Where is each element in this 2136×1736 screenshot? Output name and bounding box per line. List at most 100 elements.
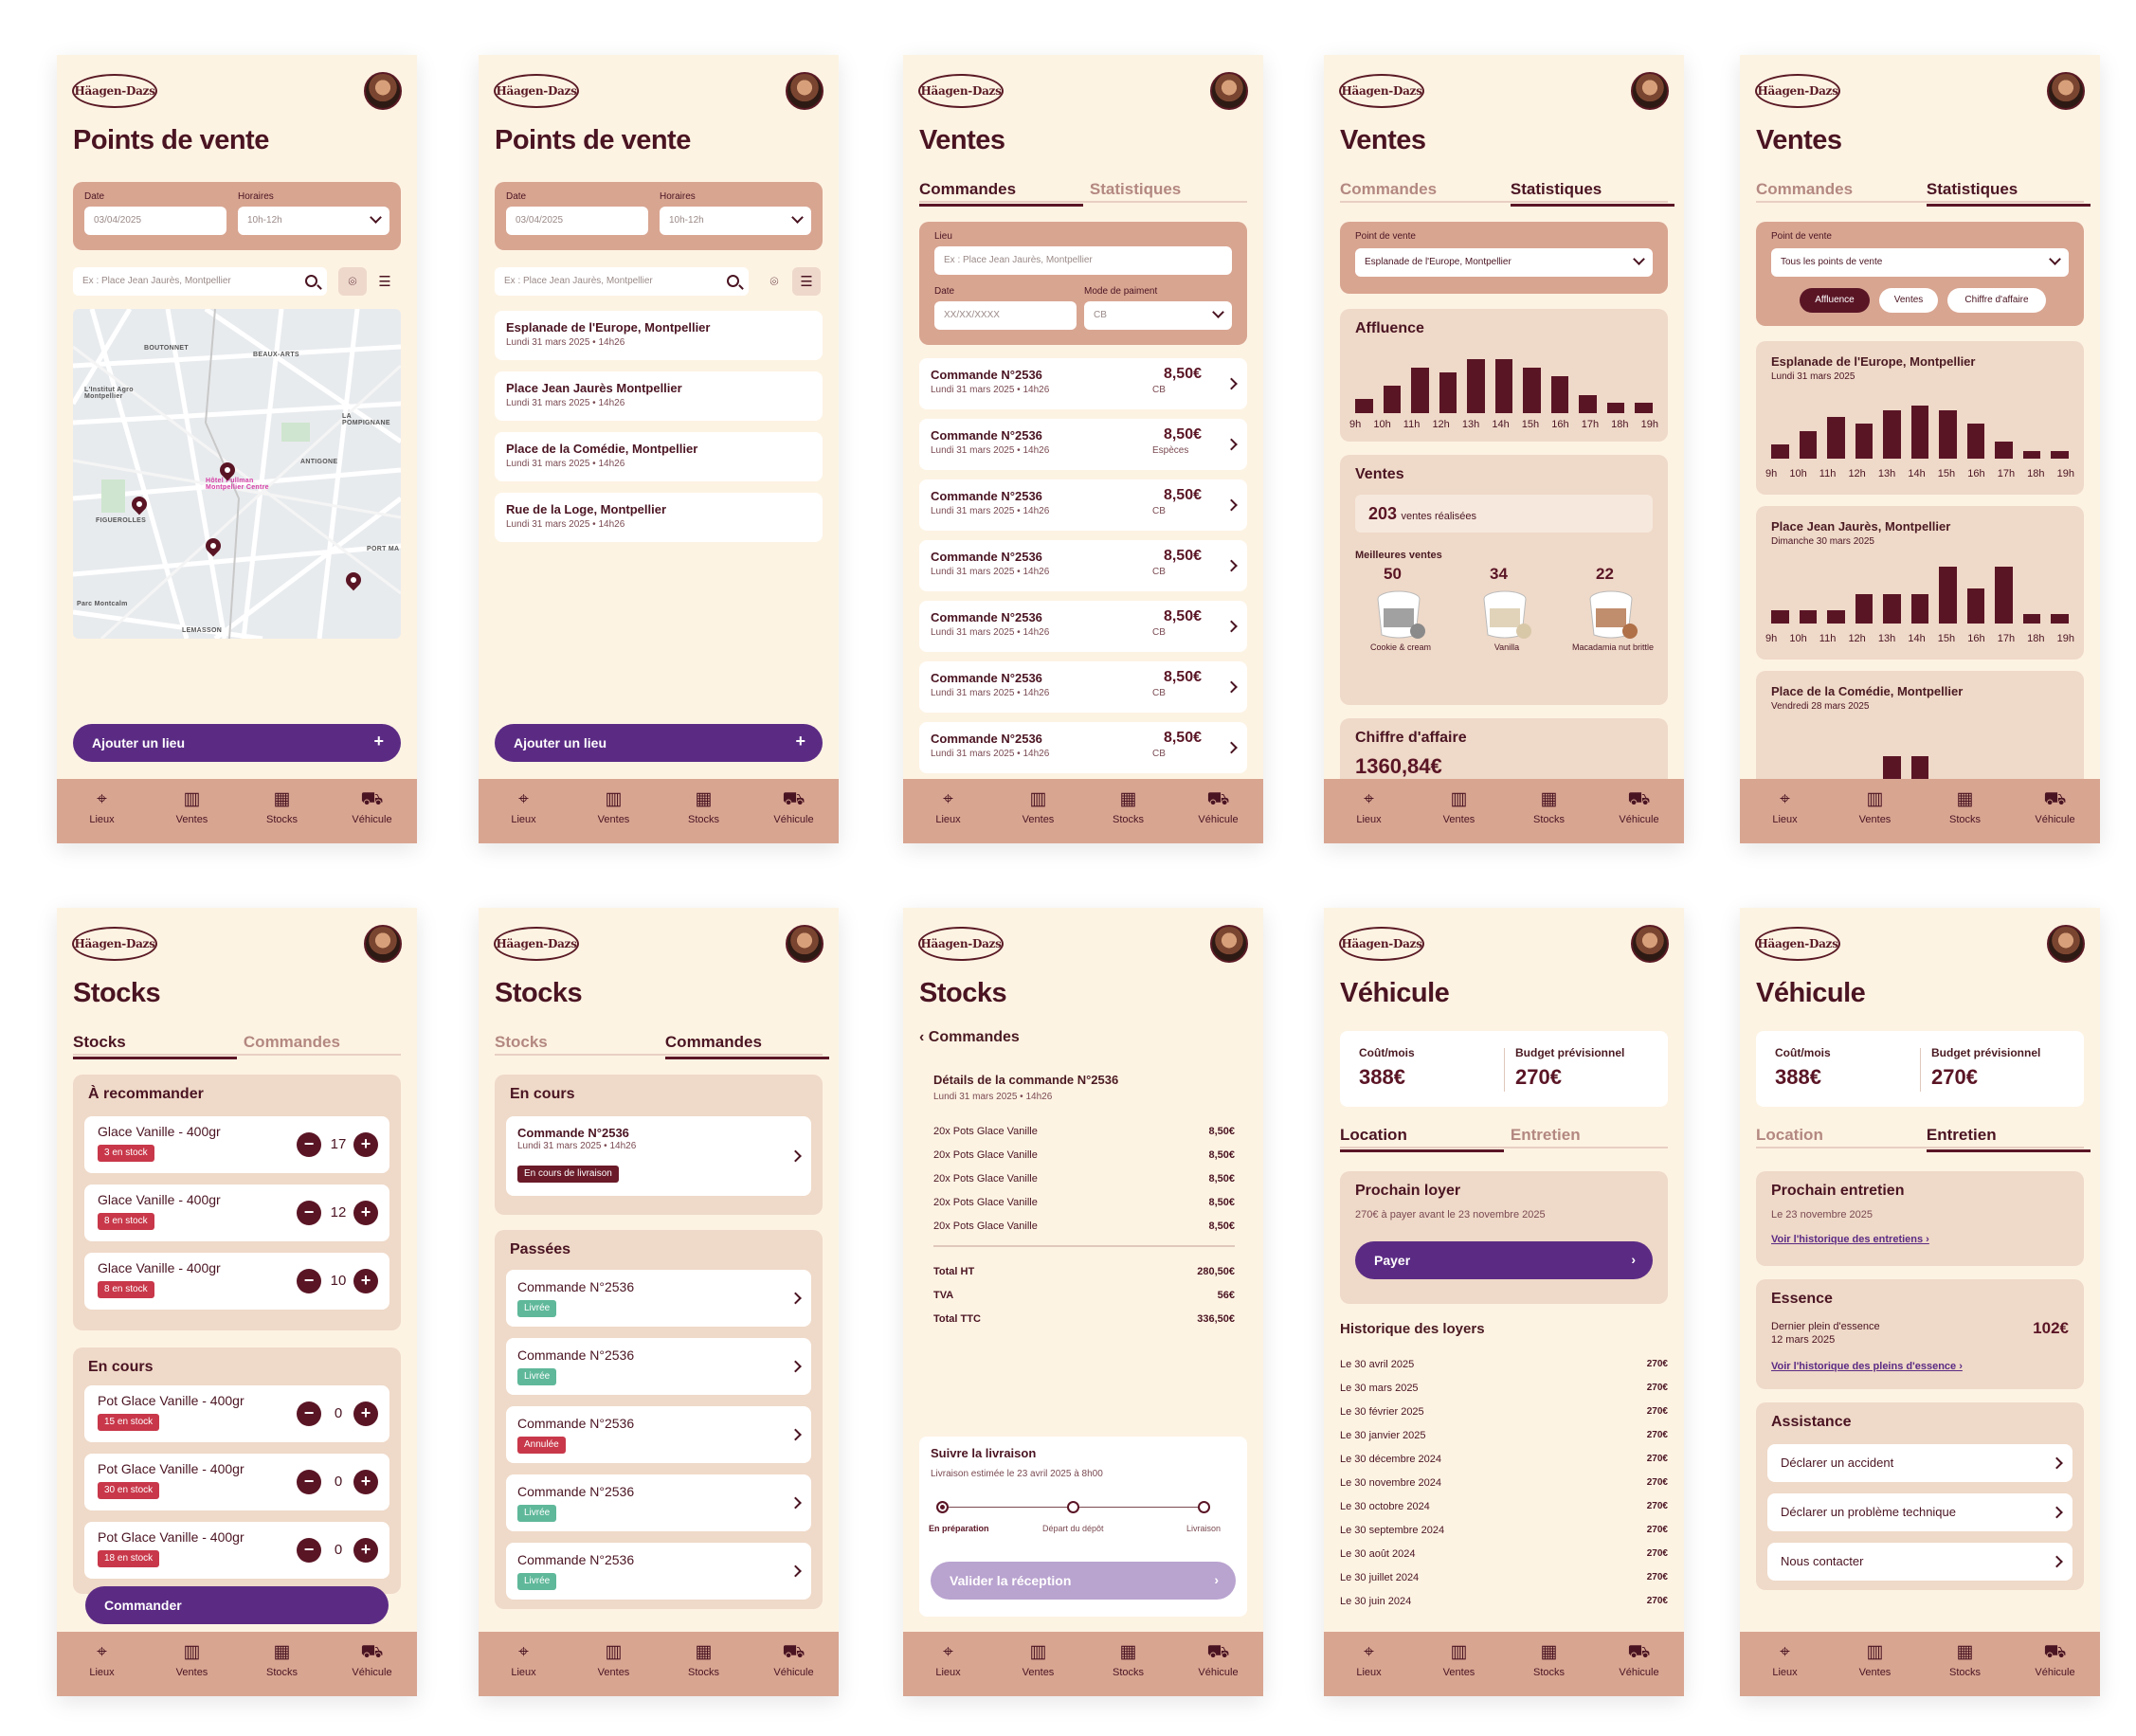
pill-ventes[interactable]: Ventes [1879, 288, 1938, 313]
increment-button[interactable]: + [353, 1132, 378, 1157]
avatar[interactable] [364, 925, 402, 963]
nav-ventes[interactable]: ▥ Ventes [1414, 1641, 1504, 1678]
place-card[interactable]: Esplanade de l'Europe, Montpellier Lundi … [495, 311, 823, 360]
hours-select[interactable]: 10h-12h [238, 207, 389, 235]
tab-stocks[interactable]: Stocks [495, 1033, 548, 1051]
nav-lieux[interactable]: ⌖ Lieux [1324, 788, 1414, 825]
increment-button[interactable]: + [353, 1538, 378, 1563]
map-view-toggle[interactable]: ⌾ [338, 267, 367, 296]
nav-stocks[interactable]: ▦ Stocks [1504, 1641, 1594, 1678]
nav-vehicule[interactable]: ⛟ Véhicule [749, 788, 839, 825]
list-view-toggle[interactable]: ☰ [792, 267, 821, 296]
assistance-item[interactable]: Déclarer un problème technique [1767, 1493, 2073, 1531]
nav-vehicule[interactable]: ⛟ Véhicule [749, 1641, 839, 1678]
tab-location[interactable]: Location [1340, 1126, 1504, 1152]
place-card[interactable]: Place de la Comédie, Montpellier Lundi 31… [495, 432, 823, 481]
nav-lieux[interactable]: ⌖ Lieux [57, 788, 147, 825]
add-place-button[interactable]: Ajouter un lieu + [73, 724, 401, 762]
nav-lieux[interactable]: ⌖ Lieux [903, 788, 993, 825]
pos-select[interactable]: Esplanade de l'Europe, Montpellier [1355, 248, 1653, 277]
tab-statistiques[interactable]: Statistiques [1926, 180, 2091, 207]
place-card[interactable]: Place Jean Jaurès Montpellier Lundi 31 ma… [495, 371, 823, 421]
tab-stocks[interactable]: Stocks [73, 1033, 237, 1059]
search-input[interactable]: Ex : Place Jean Jaurès, Montpellier [495, 267, 749, 296]
nav-ventes[interactable]: ▥ Ventes [569, 788, 659, 825]
increment-button[interactable]: + [353, 1470, 378, 1494]
order-card[interactable]: Commande N°2536 Lundi 31 mars 2025 • 14h2… [919, 722, 1247, 773]
nav-vehicule[interactable]: ⛟ Véhicule [1173, 1641, 1263, 1678]
increment-button[interactable]: + [353, 1269, 378, 1293]
order-card[interactable]: Commande N°2536 Livrée [506, 1474, 811, 1531]
hours-select[interactable]: 10h-12h [660, 207, 811, 235]
avatar[interactable] [364, 72, 402, 110]
nav-stocks[interactable]: ▦ Stocks [659, 1641, 749, 1678]
nav-vehicule[interactable]: ⛟ Véhicule [2010, 788, 2100, 825]
validate-button[interactable]: Valider la réception › [931, 1562, 1236, 1600]
lieu-input[interactable]: Ex : Place Jean Jaurès, Montpellier [934, 246, 1232, 275]
add-place-button[interactable]: Ajouter un lieu + [495, 724, 823, 762]
search-input[interactable]: Ex : Place Jean Jaurès, Montpellier [73, 267, 327, 296]
tab-commandes[interactable]: Commandes [919, 180, 1083, 207]
pill-affluence[interactable]: Affluence [1800, 288, 1870, 313]
avatar[interactable] [1631, 72, 1669, 110]
nav-stocks[interactable]: ▦ Stocks [237, 788, 327, 825]
tab-statistiques[interactable]: Statistiques [1089, 180, 1182, 198]
pay-button[interactable]: Payer › [1355, 1241, 1653, 1279]
nav-ventes[interactable]: ▥ Ventes [569, 1641, 659, 1678]
decrement-button[interactable]: − [297, 1201, 321, 1225]
maintenance-history-link[interactable]: Voir l'historique des entretiens › [1771, 1234, 1929, 1245]
increment-button[interactable]: + [353, 1401, 378, 1426]
nav-stocks[interactable]: ▦ Stocks [1083, 1641, 1173, 1678]
decrement-button[interactable]: − [297, 1132, 321, 1157]
tab-commandes[interactable]: Commandes [243, 1033, 340, 1051]
back-link[interactable]: ‹ Commandes [919, 1029, 1020, 1046]
date-field[interactable]: 03/04/2025 [506, 207, 648, 235]
decrement-button[interactable]: − [297, 1538, 321, 1563]
avatar[interactable] [2047, 925, 2085, 963]
map-view-toggle[interactable]: ⌾ [760, 267, 788, 296]
tab-commandes[interactable]: Commandes [1756, 180, 1854, 198]
increment-button[interactable]: + [353, 1201, 378, 1225]
order-card[interactable]: Commande N°2536 Lundi 31 mars 2025 • 14h2… [919, 540, 1247, 591]
order-card[interactable]: Commande N°2536 Livrée [506, 1338, 811, 1395]
nav-vehicule[interactable]: ⛟ Véhicule [327, 788, 417, 825]
nav-lieux[interactable]: ⌖ Lieux [1740, 788, 1830, 825]
tab-statistiques[interactable]: Statistiques [1510, 180, 1674, 207]
nav-lieux[interactable]: ⌖ Lieux [57, 1641, 147, 1678]
order-card[interactable]: Commande N°2536 Lundi 31 mars 2025 • 14h2… [919, 358, 1247, 409]
avatar[interactable] [786, 925, 824, 963]
decrement-button[interactable]: − [297, 1470, 321, 1494]
nav-stocks[interactable]: ▦ Stocks [1920, 788, 2010, 825]
nav-lieux[interactable]: ⌖ Lieux [1324, 1641, 1414, 1678]
avatar[interactable] [786, 72, 824, 110]
order-card[interactable]: Commande N°2536 Livrée [506, 1270, 811, 1327]
pos-select[interactable]: Tous les points de vente [1771, 248, 2069, 277]
date-field[interactable]: XX/XX/XXXX [934, 301, 1077, 330]
avatar[interactable] [2047, 72, 2085, 110]
nav-lieux[interactable]: ⌖ Lieux [479, 788, 569, 825]
nav-lieux[interactable]: ⌖ Lieux [903, 1641, 993, 1678]
assistance-item[interactable]: Déclarer un accident [1767, 1444, 2073, 1482]
order-card[interactable]: Commande N°2536 Livrée [506, 1543, 811, 1600]
pill-chiffre-affaire[interactable]: Chiffre d'affaire [1947, 288, 2046, 313]
tab-entretien[interactable]: Entretien [1926, 1126, 2091, 1152]
avatar[interactable] [1210, 925, 1248, 963]
tab-location[interactable]: Location [1756, 1126, 1823, 1144]
nav-stocks[interactable]: ▦ Stocks [1920, 1641, 2010, 1678]
order-card[interactable]: Commande N°2536 Lundi 31 mars 2025 • 14h2… [919, 601, 1247, 652]
tab-commandes[interactable]: Commandes [1340, 180, 1438, 198]
nav-ventes[interactable]: ▥ Ventes [1414, 788, 1504, 825]
nav-vehicule[interactable]: ⛟ Véhicule [1594, 788, 1684, 825]
nav-ventes[interactable]: ▥ Ventes [1830, 788, 1920, 825]
nav-ventes[interactable]: ▥ Ventes [147, 1641, 237, 1678]
place-card[interactable]: Rue de la Loge, Montpellier Lundi 31 mars… [495, 493, 823, 542]
nav-ventes[interactable]: ▥ Ventes [993, 788, 1083, 825]
map[interactable]: BOUTONNET BEAUX-ARTS L'Institut Agro Mon… [73, 309, 401, 639]
order-button[interactable]: Commander [85, 1586, 389, 1624]
nav-stocks[interactable]: ▦ Stocks [1083, 788, 1173, 825]
nav-lieux[interactable]: ⌖ Lieux [479, 1641, 569, 1678]
nav-stocks[interactable]: ▦ Stocks [237, 1641, 327, 1678]
list-view-toggle[interactable]: ☰ [371, 267, 399, 296]
nav-vehicule[interactable]: ⛟ Véhicule [1173, 788, 1263, 825]
nav-vehicule[interactable]: ⛟ Véhicule [1594, 1641, 1684, 1678]
